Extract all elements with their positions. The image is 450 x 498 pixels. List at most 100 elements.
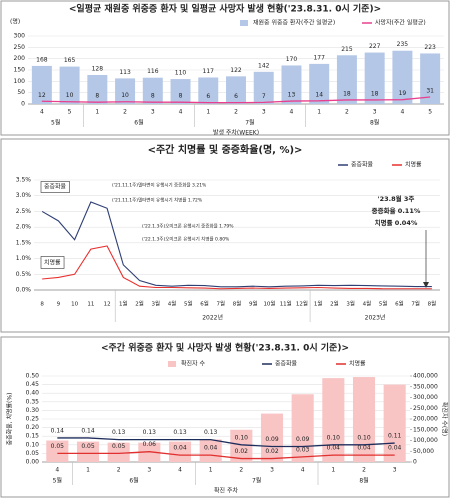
data-label: 12: [38, 92, 46, 99]
annotation: 중증화율 0.11%: [372, 206, 421, 215]
y-tick-label: 0.05: [26, 450, 40, 457]
y-tick-label: 150: [14, 67, 26, 74]
bar: [336, 55, 357, 104]
data-label: 142: [258, 62, 270, 69]
chart-title: <일평균 재원중 위중증 환자 및 일평균 사망자 발생 현황('23.8.31…: [69, 3, 381, 15]
data-label: 0.04: [388, 445, 402, 452]
x-tick-label: 9: [57, 302, 61, 308]
y-tick-label: 0.45: [26, 381, 40, 388]
x-tick-label: 3: [262, 109, 266, 116]
y-tick-label: 0.25: [26, 416, 40, 423]
bar: [392, 50, 413, 104]
data-label: 128: [92, 65, 104, 72]
data-label: 0.13: [204, 429, 218, 436]
x-tick-label: 2: [117, 467, 121, 474]
bar: [309, 63, 330, 104]
bar: [253, 71, 274, 104]
data-label: 177: [313, 54, 325, 61]
x-tick-label: 3월: [152, 300, 161, 308]
bar: [198, 77, 219, 104]
annotation: '23.8월 3주: [378, 194, 415, 203]
panel-border: [0, 0, 450, 136]
line: [57, 437, 395, 448]
y-tick-label: 2.0%: [16, 224, 32, 231]
y-tick-label: 0.35: [26, 398, 40, 405]
data-label: 0.04: [204, 445, 218, 452]
x-tick-label: 5: [428, 109, 432, 116]
x-tick-label: 10월: [263, 300, 275, 308]
x-tick-label: 4월: [168, 300, 177, 308]
x-tick-label: 6월: [200, 300, 209, 308]
x-tick-label: 2월: [330, 300, 339, 308]
x-tick-label: 2: [362, 467, 366, 474]
bar: [230, 429, 253, 462]
bar: [364, 52, 385, 104]
data-label: 168: [36, 56, 48, 63]
y-tick-label: 50: [17, 89, 25, 96]
data-label: 223: [424, 44, 436, 51]
data-label: 0.10: [357, 434, 371, 441]
data-label: 0.05: [51, 443, 65, 450]
data-label: 0.02: [265, 448, 279, 455]
legend-swatch: [240, 20, 248, 26]
group-label: 6월: [129, 477, 138, 485]
data-label: 122: [230, 67, 242, 74]
x-tick-label: 2월: [135, 300, 144, 308]
group-label: 5월: [53, 477, 62, 485]
annotation: ('21.11.1주)델타변이 유행시기 치명률 1.72%: [112, 197, 203, 204]
data-label: 19: [399, 90, 407, 97]
y-tick-label: 0.10: [26, 441, 40, 448]
data-label: 116: [147, 68, 159, 75]
legend-swatch: [168, 361, 176, 367]
annotation: 치명률: [44, 259, 61, 267]
data-label: 31: [426, 87, 434, 94]
legend-label: 치명률: [405, 161, 422, 169]
panel-border: [0, 336, 450, 498]
y-axis-title: (명): [10, 18, 20, 26]
x-tick-label: 4: [55, 467, 59, 474]
legend-label: 재원중 위중증 환자(주간 일평균): [253, 19, 335, 27]
y-tick-label: 0.40: [26, 390, 40, 397]
x-tick-label: 3: [270, 467, 274, 474]
bar: [420, 53, 441, 104]
data-label: 0.10: [327, 434, 341, 441]
x-tick-label: 2: [239, 467, 243, 474]
chart-title: <주간 치명률 및 중증화율(명, %)>: [148, 143, 303, 156]
data-label: 0.04: [327, 445, 341, 452]
x-tick-label: 4: [290, 109, 294, 116]
x-tick-label: 3: [147, 467, 151, 474]
x-tick-label: 1: [95, 109, 99, 116]
data-label: 0.05: [81, 443, 95, 450]
x-tick-label: 4: [178, 467, 182, 474]
annotation: 중증화율: [44, 184, 67, 191]
x-tick-label: 3월: [346, 300, 355, 308]
data-label: 165: [64, 57, 76, 64]
x-tick-label: 6월: [395, 300, 404, 308]
annotation-arrowhead: [423, 282, 429, 288]
data-label: 14: [315, 91, 323, 98]
x-tick-label: 2: [123, 109, 127, 116]
x-tick-label: 4: [179, 109, 183, 116]
group-label: 2023년: [365, 314, 386, 322]
group-label: 8월: [359, 477, 368, 485]
data-label: 8: [95, 93, 99, 100]
annotation: ('22.1.3주)오미크론 유행시기 치명률 0.80%: [142, 236, 230, 243]
bar: [322, 378, 345, 462]
bar: [142, 77, 163, 104]
x-tick-label: 5월: [379, 300, 388, 308]
bar: [383, 384, 406, 462]
data-label: 0.03: [296, 446, 310, 453]
bar: [46, 440, 69, 462]
x-tick-label: 1: [206, 109, 210, 116]
x-tick-label: 11: [87, 302, 94, 308]
x-tick-label: 1월: [119, 300, 128, 308]
x-tick-label: 1: [317, 109, 321, 116]
data-label: 6: [234, 93, 238, 100]
y-tick-label: 400,000: [413, 373, 438, 380]
group-label: 6월: [134, 119, 143, 127]
y-tick-label: 250,000: [413, 405, 438, 412]
legend-label: 치명률: [349, 360, 366, 368]
data-label: 18: [343, 90, 351, 97]
y-tick-label: 200,000: [413, 416, 438, 423]
